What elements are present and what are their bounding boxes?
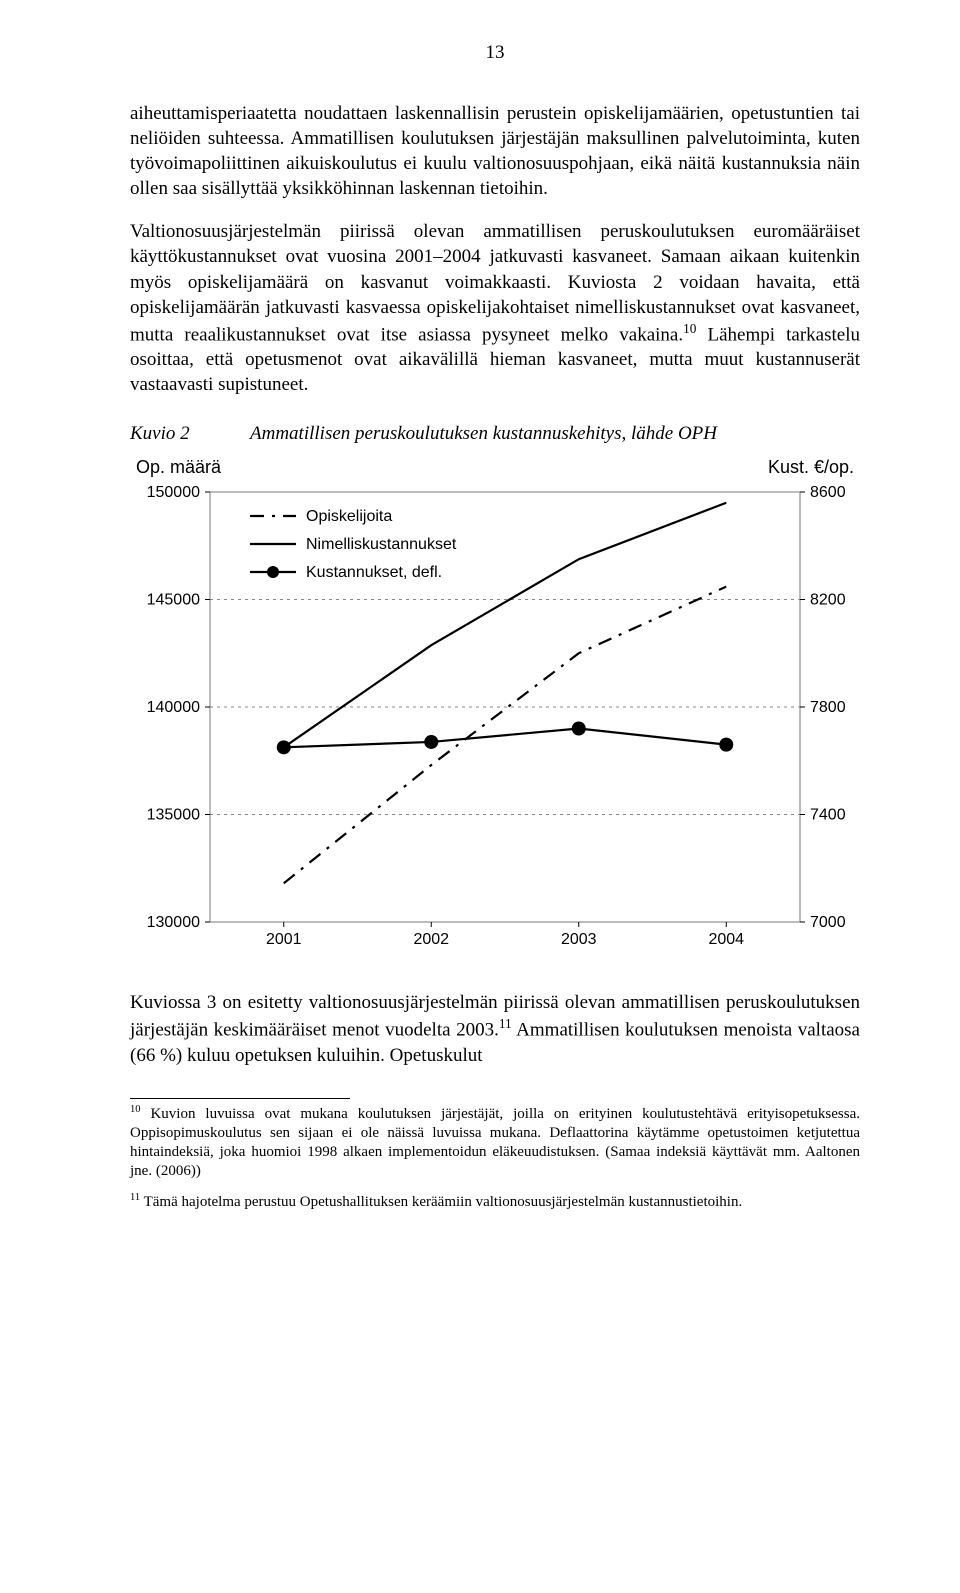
figure-title: Ammatillisen peruskoulutuksen kustannusk… (250, 421, 717, 446)
chart-container: 150000 8600 145000 8200 140000 7800 135000 7400… (130, 482, 860, 962)
svg-text:7400: 7400 (810, 807, 846, 824)
left-axis-label: Op. määrä (136, 456, 221, 480)
paragraph-2: Valtionosuusjärjestelmän piirissä olevan… (130, 219, 860, 397)
footnote-11-text: Tämä hajotelma perustuu Opetushallitukse… (140, 1194, 742, 1210)
footnote-10-text: Kuvion luvuissa ovat mukana koulutuksen … (130, 1106, 860, 1180)
svg-text:150000: 150000 (147, 484, 200, 501)
svg-text:135000: 135000 (147, 807, 200, 824)
footnote-num-10: 10 (130, 1104, 141, 1115)
footnote-num-11: 11 (130, 1192, 140, 1203)
paragraph-1: aiheuttamisperiaatetta noudattaen lasken… (130, 101, 860, 201)
svg-text:Opiskelijoita: Opiskelijoita (306, 508, 392, 525)
footnote-ref-10: 10 (683, 321, 696, 336)
footnote-11: 11 Tämä hajotelma perustuu Opetushallitu… (130, 1191, 860, 1212)
svg-text:2003: 2003 (561, 931, 597, 948)
chart-svg: 150000 8600 145000 8200 140000 7800 135000 7400… (130, 482, 860, 962)
page-number: 13 (130, 40, 860, 65)
svg-text:8200: 8200 (810, 592, 846, 609)
svg-text:8600: 8600 (810, 484, 846, 501)
svg-text:140000: 140000 (147, 699, 200, 716)
svg-text:2002: 2002 (413, 931, 449, 948)
svg-text:145000: 145000 (147, 592, 200, 609)
svg-text:2001: 2001 (266, 931, 302, 948)
svg-text:7000: 7000 (810, 914, 846, 931)
svg-text:7800: 7800 (810, 699, 846, 716)
right-axis-label: Kust. €/op. (768, 456, 854, 480)
svg-text:2004: 2004 (708, 931, 744, 948)
figure-label: Kuvio 2 (130, 421, 250, 446)
paragraph-3: Kuviossa 3 on esitetty valtionosuusjärje… (130, 990, 860, 1068)
footnote-ref-11: 11 (499, 1016, 512, 1031)
svg-text:Nimelliskustannukset: Nimelliskustannukset (306, 536, 457, 553)
svg-text:Kustannukset, defl.: Kustannukset, defl. (306, 564, 442, 581)
svg-text:130000: 130000 (147, 914, 200, 931)
footnote-10: 10 Kuvion luvuissa ovat mukana koulutuks… (130, 1103, 860, 1182)
